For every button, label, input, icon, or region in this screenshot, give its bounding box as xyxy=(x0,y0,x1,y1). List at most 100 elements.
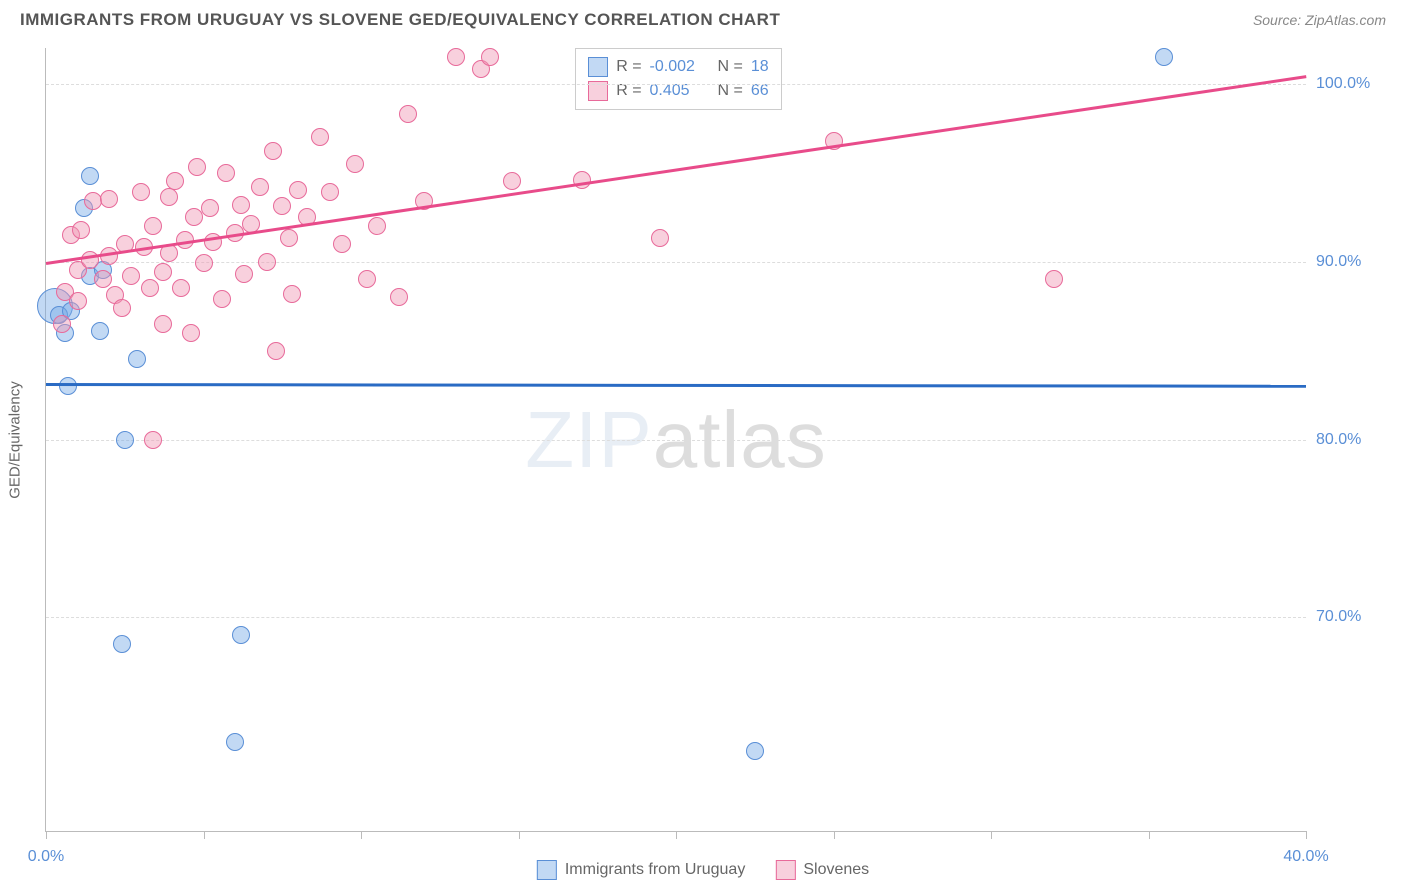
scatter-point xyxy=(100,190,118,208)
scatter-point xyxy=(251,178,269,196)
scatter-point xyxy=(141,279,159,297)
scatter-point xyxy=(280,229,298,247)
scatter-point xyxy=(100,247,118,265)
chart-container: ZIPatlas R =-0.002N =18R =0.405N =66 70.… xyxy=(45,48,1306,832)
scatter-point xyxy=(154,263,172,281)
scatter-point xyxy=(154,315,172,333)
scatter-point xyxy=(311,128,329,146)
scatter-point xyxy=(651,229,669,247)
scatter-point xyxy=(258,253,276,271)
n-value: 66 xyxy=(751,82,769,100)
scatter-point xyxy=(232,626,250,644)
scatter-point xyxy=(72,221,90,239)
scatter-point xyxy=(91,322,109,340)
bottom-legend-item: Immigrants from Uruguay xyxy=(537,860,746,880)
scatter-point xyxy=(1155,48,1173,66)
y-axis-label: GED/Equivalency xyxy=(7,381,24,499)
scatter-point xyxy=(283,285,301,303)
r-value: -0.002 xyxy=(650,58,710,76)
scatter-point xyxy=(1045,270,1063,288)
scatter-point xyxy=(226,733,244,751)
scatter-point xyxy=(358,270,376,288)
x-tick xyxy=(46,831,47,839)
trend-line xyxy=(46,383,1306,387)
x-tick xyxy=(204,831,205,839)
scatter-point xyxy=(59,377,77,395)
bottom-legend: Immigrants from Uruguay Slovenes xyxy=(537,860,869,880)
gridline-h xyxy=(46,262,1306,263)
header: IMMIGRANTS FROM URUGUAY VS SLOVENE GED/E… xyxy=(0,0,1406,35)
y-tick-label: 70.0% xyxy=(1316,608,1391,626)
scatter-point xyxy=(481,48,499,66)
y-tick-label: 100.0% xyxy=(1316,75,1391,93)
x-tick xyxy=(519,831,520,839)
n-label: N = xyxy=(718,82,743,100)
scatter-point xyxy=(166,172,184,190)
scatter-point xyxy=(160,188,178,206)
x-tick-label: 40.0% xyxy=(1283,848,1328,866)
scatter-point xyxy=(188,158,206,176)
x-tick-label: 0.0% xyxy=(28,848,64,866)
scatter-point xyxy=(172,279,190,297)
scatter-point xyxy=(69,292,87,310)
legend-label: Slovenes xyxy=(803,861,869,879)
legend-swatch xyxy=(588,57,608,77)
stats-legend-row: R = -0.002 N = 18 xyxy=(588,55,768,79)
scatter-point xyxy=(235,265,253,283)
x-tick xyxy=(1306,831,1307,839)
gridline-h xyxy=(46,440,1306,441)
plot-area: ZIPatlas R =-0.002N =18R =0.405N =66 70.… xyxy=(45,48,1306,832)
scatter-point xyxy=(289,181,307,199)
r-label: R = xyxy=(616,58,641,76)
scatter-point xyxy=(273,197,291,215)
scatter-point xyxy=(53,315,71,333)
scatter-point xyxy=(144,217,162,235)
x-tick xyxy=(834,831,835,839)
scatter-point xyxy=(746,742,764,760)
r-value: 0.405 xyxy=(650,82,710,100)
scatter-point xyxy=(447,48,465,66)
r-label: R = xyxy=(616,82,641,100)
scatter-point xyxy=(113,635,131,653)
legend-label: Immigrants from Uruguay xyxy=(565,861,746,879)
scatter-point xyxy=(333,235,351,253)
scatter-point xyxy=(182,324,200,342)
scatter-point xyxy=(217,164,235,182)
scatter-point xyxy=(144,431,162,449)
scatter-point xyxy=(368,217,386,235)
scatter-point xyxy=(81,167,99,185)
scatter-point xyxy=(195,254,213,272)
scatter-point xyxy=(132,183,150,201)
scatter-point xyxy=(264,142,282,160)
scatter-point xyxy=(399,105,417,123)
scatter-point xyxy=(390,288,408,306)
scatter-point xyxy=(116,431,134,449)
x-tick xyxy=(676,831,677,839)
legend-swatch xyxy=(537,860,557,880)
scatter-point xyxy=(94,270,112,288)
y-tick-label: 80.0% xyxy=(1316,431,1391,449)
scatter-point xyxy=(267,342,285,360)
scatter-point xyxy=(346,155,364,173)
scatter-point xyxy=(201,199,219,217)
y-tick-label: 90.0% xyxy=(1316,253,1391,271)
bottom-legend-item: Slovenes xyxy=(775,860,869,880)
x-tick xyxy=(991,831,992,839)
scatter-point xyxy=(128,350,146,368)
scatter-point xyxy=(503,172,521,190)
chart-title: IMMIGRANTS FROM URUGUAY VS SLOVENE GED/E… xyxy=(20,10,780,30)
scatter-point xyxy=(113,299,131,317)
n-value: 18 xyxy=(751,58,769,76)
stats-legend: R = -0.002 N = 18 R = 0.405 N = 66 xyxy=(575,48,781,110)
scatter-point xyxy=(232,196,250,214)
gridline-h xyxy=(46,84,1306,85)
legend-swatch xyxy=(775,860,795,880)
gridline-h xyxy=(46,617,1306,618)
x-tick xyxy=(1149,831,1150,839)
scatter-point xyxy=(321,183,339,201)
source-attribution: Source: ZipAtlas.com xyxy=(1253,12,1386,28)
n-label: N = xyxy=(718,58,743,76)
x-tick xyxy=(361,831,362,839)
scatter-point xyxy=(213,290,231,308)
scatter-point xyxy=(122,267,140,285)
